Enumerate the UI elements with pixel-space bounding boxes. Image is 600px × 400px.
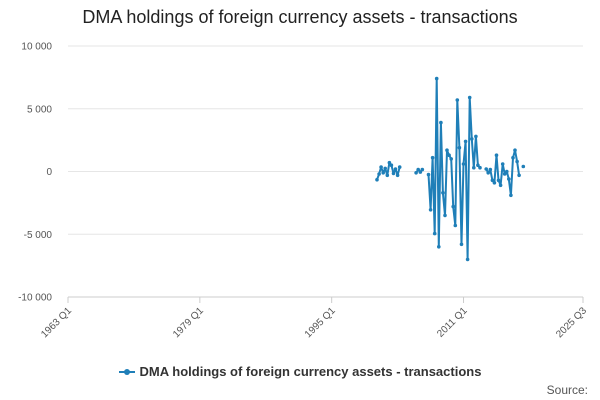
data-point[interactable] [449,157,454,161]
data-point[interactable] [461,162,466,166]
data-point[interactable] [507,177,511,181]
data-point[interactable] [387,160,392,165]
data-point[interactable] [418,170,423,174]
data-point[interactable] [451,204,456,209]
x-tick-label: 2011 Q1 [435,305,470,340]
data-point[interactable] [375,177,379,182]
data-point[interactable] [509,193,513,198]
x-tick-label: 1979 Q1 [171,305,206,340]
legend[interactable]: DMA holdings of foreign currency assets … [0,364,600,379]
data-point[interactable] [470,137,474,141]
data-point[interactable] [474,134,478,139]
data-point[interactable] [434,76,439,81]
data-point[interactable] [467,95,472,100]
data-point[interactable] [395,173,400,178]
data-point[interactable] [420,167,425,172]
data-point[interactable] [379,165,383,169]
data-point[interactable] [416,167,421,172]
x-tick-label: 1963 Q1 [39,305,74,340]
x-axis [67,296,584,303]
data-point[interactable] [453,223,458,228]
data-point[interactable] [486,171,491,175]
y-tick-label: -5 000 [24,230,53,241]
data-point[interactable] [439,120,443,125]
data-point[interactable] [500,162,505,166]
x-axis-labels: 1963 Q1 1979 Q1 1995 Q1 2011 Q1 2025 Q3 [39,305,589,340]
data-point[interactable] [441,191,445,195]
y-tick-label: 5 000 [27,104,52,115]
data-point[interactable] [437,245,441,249]
legend-symbol [118,367,135,377]
data-point[interactable] [385,173,390,178]
data-point[interactable] [457,145,462,150]
data-point[interactable] [484,167,489,171]
data-point[interactable] [463,139,468,144]
data-point[interactable] [391,171,396,176]
y-tick-label: 0 [46,167,52,178]
data-point[interactable] [397,165,402,169]
data-point[interactable] [517,173,521,178]
data-point[interactable] [476,163,480,167]
x-tick-label: 1995 Q1 [303,305,338,340]
data-point[interactable] [383,166,388,171]
data-point[interactable] [445,148,449,152]
data-point[interactable] [393,167,398,171]
y-tick-label: 10 000 [21,42,52,53]
data-point[interactable] [502,172,507,176]
data-point[interactable] [430,155,435,160]
data-point[interactable] [432,231,437,236]
data-point[interactable] [414,171,418,175]
data-point[interactable] [377,172,381,176]
data-point[interactable] [490,178,495,183]
data-point[interactable] [478,165,482,170]
series-line-segment [427,77,481,261]
data-point[interactable] [455,98,460,102]
data-point[interactable] [492,181,497,185]
y-axis: -10 000 -5 000 0 5 000 10 000 [18,42,52,304]
data-point[interactable] [389,163,394,167]
data-point[interactable] [488,167,493,172]
data-point[interactable] [428,208,433,212]
data-point[interactable] [496,178,501,183]
series-line [375,76,526,262]
data-point[interactable] [381,171,386,175]
data-point[interactable] [459,242,464,247]
data-point[interactable] [472,165,476,170]
y-tick-label: -10 000 [18,293,52,304]
data-point[interactable] [513,148,517,152]
data-point[interactable] [511,155,515,160]
x-tick-label: 2025 Q3 [554,305,589,340]
chart-title: DMA holdings of foreign currency assets … [82,7,518,27]
data-point[interactable] [498,183,503,188]
series-line-segment [376,161,401,181]
source-label: Source: [546,383,588,397]
data-point[interactable] [521,164,526,169]
data-point[interactable] [465,257,470,262]
data-point[interactable] [447,153,451,157]
data-point[interactable] [505,169,509,174]
data-point[interactable] [515,159,519,164]
data-point[interactable] [426,172,431,177]
legend-label: DMA holdings of foreign currency assets … [139,364,482,379]
data-point[interactable] [443,213,447,218]
data-point[interactable] [494,153,499,157]
